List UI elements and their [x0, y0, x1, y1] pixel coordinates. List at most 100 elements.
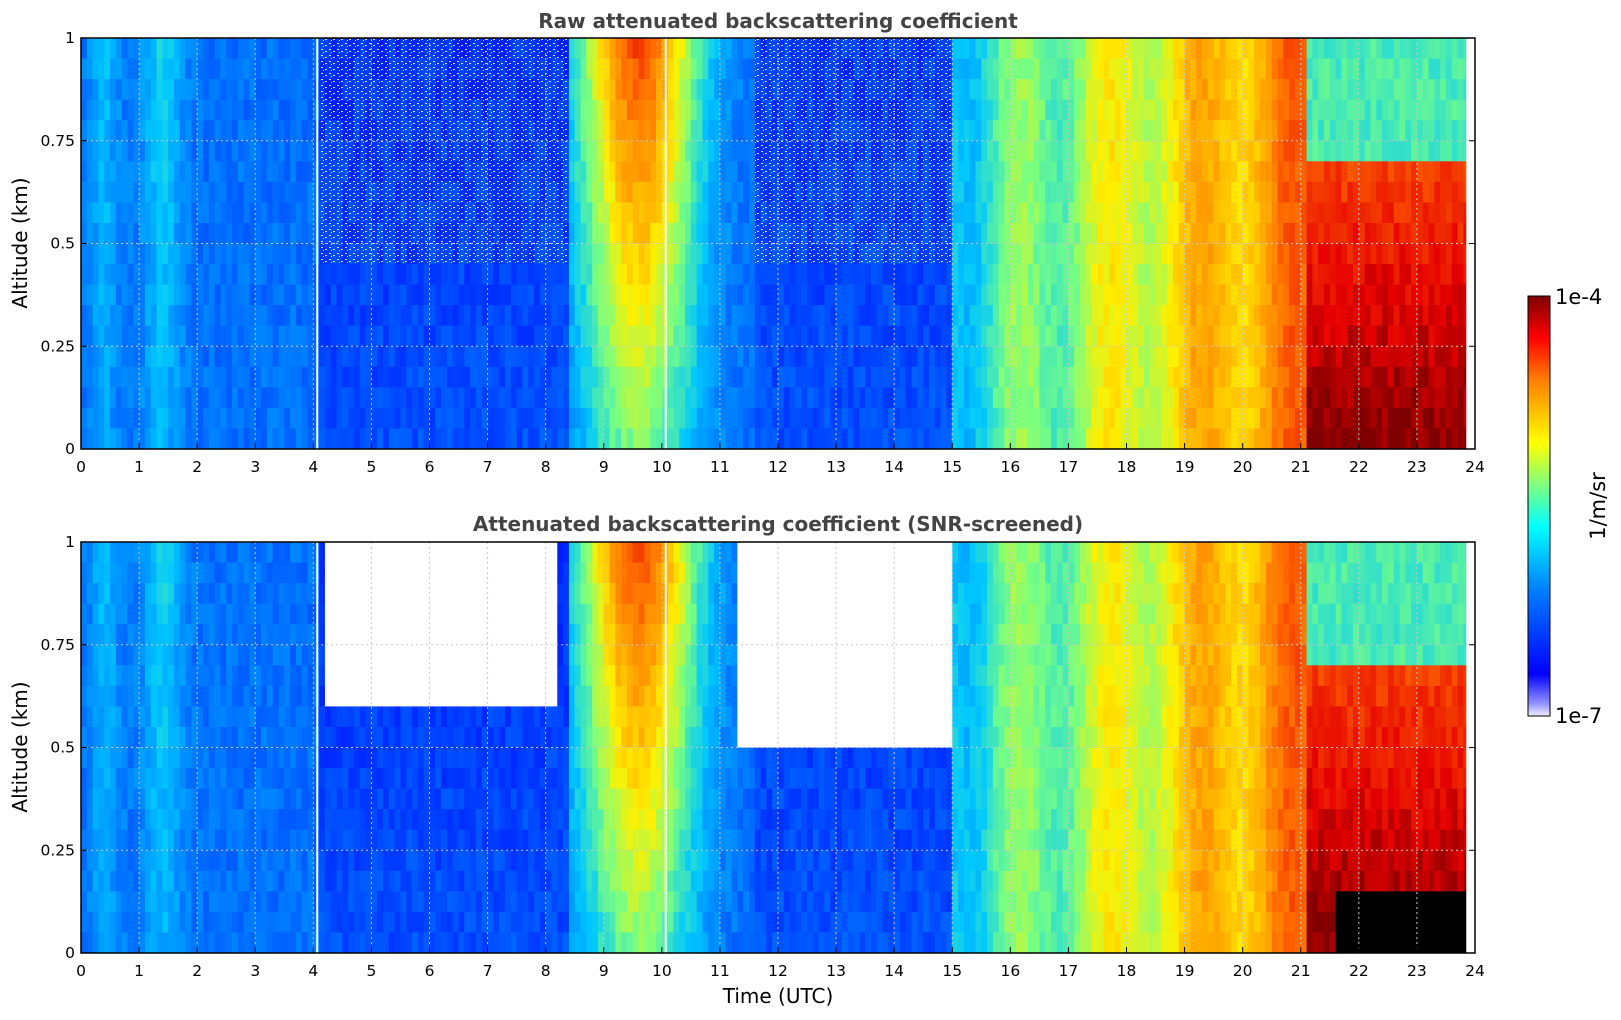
heatmap-cell: [1265, 58, 1273, 80]
heatmap-cell: [1440, 243, 1447, 265]
heatmap-cell: [1277, 305, 1284, 327]
heatmap-cell: [853, 264, 860, 286]
heatmap-cell: [1085, 58, 1093, 80]
heatmap-cell: [685, 222, 692, 245]
heatmap-cell: [702, 387, 709, 409]
heatmap-cell: [197, 284, 204, 306]
heatmap-cell: [1329, 58, 1337, 80]
heatmap-cell: [1312, 79, 1319, 101]
heatmap-cell: [1393, 140, 1401, 162]
heatmap-cell: [1114, 181, 1122, 203]
heatmap-cell: [191, 222, 198, 245]
heatmap-cell: [830, 387, 837, 409]
heatmap-cell: [499, 407, 506, 430]
heatmap-cell: [98, 583, 105, 605]
heatmap-cell: [969, 120, 977, 142]
heatmap-cell: [702, 140, 709, 162]
heatmap-cell: [731, 38, 738, 60]
heatmap-cell: [1422, 346, 1430, 368]
heatmap-cell: [1120, 222, 1128, 245]
heatmap-cell: [81, 624, 88, 646]
heatmap-cell: [505, 305, 512, 327]
heatmap-cell: [191, 387, 198, 409]
heatmap-cell: [243, 325, 251, 347]
heatmap-cell: [743, 366, 750, 388]
heatmap-cell: [568, 140, 576, 162]
heatmap-cell: [568, 38, 576, 60]
heatmap-cell: [743, 202, 750, 224]
heatmap-cell: [1027, 428, 1035, 449]
heatmap-cell: [1399, 140, 1406, 162]
heatmap-cell: [324, 407, 332, 430]
heatmap-cell: [1202, 366, 1209, 388]
heatmap-cell: [1277, 222, 1284, 245]
heatmap-cell: [1440, 58, 1447, 80]
heatmap-cell: [1347, 79, 1354, 101]
heatmap-cell: [1097, 346, 1104, 368]
heatmap-cell: [1358, 387, 1366, 409]
heatmap-cell: [394, 428, 402, 449]
heatmap-cell: [963, 325, 971, 347]
heatmap-cell: [998, 38, 1006, 60]
heatmap-cell: [301, 120, 309, 142]
heatmap-cell: [365, 284, 373, 306]
heatmap-cell: [644, 58, 651, 80]
heatmap-cell: [1242, 305, 1250, 327]
heatmap-cell: [615, 120, 622, 142]
heatmap-cell: [156, 140, 163, 162]
heatmap-cell: [1329, 387, 1337, 409]
heatmap-cell: [342, 325, 349, 347]
heatmap-cell: [156, 120, 163, 142]
heatmap-cell: [1335, 181, 1343, 203]
heatmap-cell: [725, 346, 733, 368]
heatmap-cell: [1382, 428, 1389, 449]
heatmap-cell: [516, 264, 524, 286]
heatmap-cell: [1039, 181, 1046, 203]
heatmap-cell: [162, 79, 169, 101]
heatmap-cell: [1364, 243, 1372, 265]
heatmap-cell: [307, 120, 314, 142]
heatmap-cell: [1027, 120, 1035, 142]
heatmap-cell: [1411, 387, 1418, 409]
heatmap-cell: [899, 264, 907, 286]
heatmap-cell: [144, 38, 152, 60]
heatmap-cell: [1329, 140, 1337, 162]
heatmap-cell: [1068, 264, 1075, 286]
heatmap-cell: [737, 120, 744, 142]
heatmap-cell: [1155, 58, 1162, 80]
heatmap-cell: [615, 387, 622, 409]
heatmap-cell: [197, 325, 204, 347]
heatmap-cell: [110, 38, 117, 60]
heatmap-cell: [1027, 387, 1035, 409]
heatmap-cell: [377, 284, 384, 306]
heatmap-cell: [1109, 120, 1116, 142]
heatmap-cell: [690, 58, 698, 80]
heatmap-cell: [150, 222, 158, 245]
heatmap-cell: [818, 407, 826, 430]
heatmap-cell: [1184, 366, 1191, 388]
heatmap-cell: [173, 140, 181, 162]
heatmap-cell: [1411, 325, 1418, 347]
heatmap-cell: [301, 325, 309, 347]
heatmap-cell: [214, 428, 221, 449]
heatmap-cell: [1312, 38, 1319, 60]
heatmap-cell: [150, 407, 158, 430]
heatmap-cell: [592, 407, 599, 430]
heatmap-cell: [1126, 264, 1133, 286]
heatmap-cell: [1074, 264, 1081, 286]
heatmap-cell: [1050, 325, 1058, 347]
heatmap-cell: [1219, 79, 1226, 101]
heatmap-cell: [1318, 346, 1325, 368]
heatmap-cell: [1172, 161, 1180, 183]
heatmap-cell: [1004, 325, 1011, 347]
heatmap-cell: [719, 325, 727, 347]
heatmap-cell: [1021, 181, 1029, 203]
heatmap-cell: [650, 222, 657, 245]
heatmap-cell: [1109, 305, 1116, 327]
heatmap-cell: [574, 181, 582, 203]
heatmap-cell: [1138, 79, 1145, 101]
heatmap-cell: [778, 325, 785, 347]
heatmap-cell: [133, 140, 140, 162]
heatmap-cell: [1411, 140, 1418, 162]
heatmap-cell: [226, 264, 233, 286]
